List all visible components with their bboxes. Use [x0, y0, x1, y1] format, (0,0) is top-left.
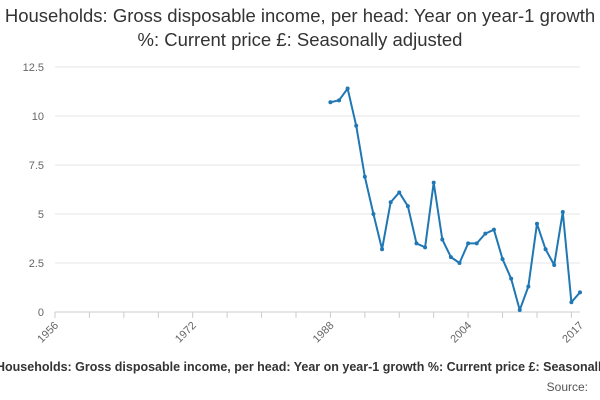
y-tick-label: 12.5	[23, 62, 44, 74]
y-tick-labels: 0 2.5 5 7.5 10 12.5	[23, 62, 44, 319]
x-tick-label: 1988	[311, 320, 337, 346]
data-point[interactable]	[483, 231, 488, 236]
data-point[interactable]	[431, 180, 436, 185]
data-point[interactable]	[457, 261, 462, 265]
data-point[interactable]	[423, 245, 428, 250]
data-point[interactable]	[569, 300, 574, 305]
data-point[interactable]	[534, 221, 539, 226]
data-point[interactable]	[500, 257, 505, 262]
y-tick-label: 2.5	[29, 258, 44, 270]
data-point[interactable]	[552, 262, 557, 267]
data-point[interactable]	[578, 290, 582, 295]
legend-entry: Households: Gross disposable income, per…	[0, 360, 600, 374]
gridlines	[55, 66, 580, 264]
y-tick-label: 5	[38, 209, 44, 221]
data-point[interactable]	[509, 276, 514, 281]
x-tick-label: 2017	[560, 320, 586, 346]
data-point[interactable]	[560, 210, 565, 215]
axes	[54, 311, 580, 318]
data-point[interactable]	[371, 212, 376, 216]
x-tick-label: 1956	[35, 320, 61, 346]
data-point[interactable]	[526, 284, 531, 289]
data-point[interactable]	[543, 247, 548, 252]
data-point[interactable]	[354, 123, 359, 128]
data-point[interactable]	[440, 237, 445, 242]
data-point[interactable]	[388, 200, 393, 205]
data-point[interactable]	[474, 241, 479, 246]
x-tick-labels: 1956 1972 1988 2004 2017	[35, 320, 586, 346]
data-point[interactable]	[491, 227, 496, 232]
data-point[interactable]	[414, 241, 419, 246]
source-label: Source:	[546, 380, 588, 394]
x-tick-label: 2004	[448, 320, 474, 346]
data-point[interactable]	[466, 241, 471, 246]
chart-title: Households: Gross disposable income, per…	[4, 5, 596, 50]
data-point[interactable]	[337, 98, 342, 103]
data-point[interactable]	[380, 247, 385, 252]
y-tick-label: 0	[38, 307, 44, 319]
series-line	[330, 87, 581, 312]
data-point[interactable]	[517, 308, 522, 313]
data-point[interactable]	[448, 255, 453, 260]
data-point[interactable]	[328, 100, 333, 105]
y-tick-label: 7.5	[29, 160, 44, 172]
y-tick-label: 10	[32, 111, 44, 123]
data-point[interactable]	[362, 174, 367, 179]
data-point[interactable]	[405, 204, 410, 209]
data-point[interactable]	[345, 86, 350, 91]
series-layer	[328, 86, 582, 313]
x-tick-label: 1972	[173, 320, 199, 346]
data-point[interactable]	[397, 190, 402, 195]
